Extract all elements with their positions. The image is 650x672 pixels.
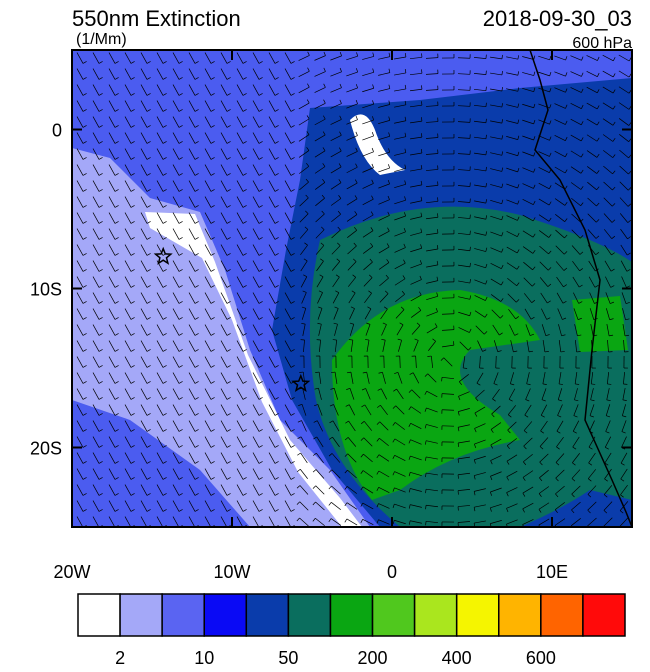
colorbar-box [162,594,204,636]
colorbar-box [499,594,541,636]
field [72,50,632,529]
colorbar-box [457,594,499,636]
wind-barb [486,119,487,123]
colorbar-box [120,594,162,636]
colorbar-box [541,594,583,636]
colorbar-label: 400 [442,648,472,667]
time-label: 2018-09-30_03 [483,6,632,31]
y-tick-label: 20S [30,439,62,459]
x-tick-label: 10E [536,562,568,582]
colorbar-box [373,594,415,636]
field-region [572,296,628,352]
colorbar-box [246,594,288,636]
colorbar: 2 10 50 200 400 600 [78,594,625,667]
colorbar-label: 10 [194,648,214,667]
x-tick-label: 0 [387,562,397,582]
colorbar-box [415,594,457,636]
colorbar-box [330,594,372,636]
colorbar-label: 2 [115,648,125,667]
colorbar-label: 600 [526,648,556,667]
title: 550nm Extinction [72,6,241,31]
y-tick-label: 0 [52,121,62,141]
wind-barb [437,213,438,217]
wind-barb [591,384,595,385]
colorbar-box [78,594,120,636]
colorbar-label: 50 [278,648,298,667]
colorbar-box [583,594,625,636]
colorbar-box [288,594,330,636]
x-tick-label: 20W [53,562,90,582]
colorbar-label: 200 [358,648,388,667]
x-tick-label: 10W [213,562,250,582]
units: (1/Mm) [76,31,127,48]
colorbar-box [204,594,246,636]
y-tick-label: 10S [30,280,62,300]
